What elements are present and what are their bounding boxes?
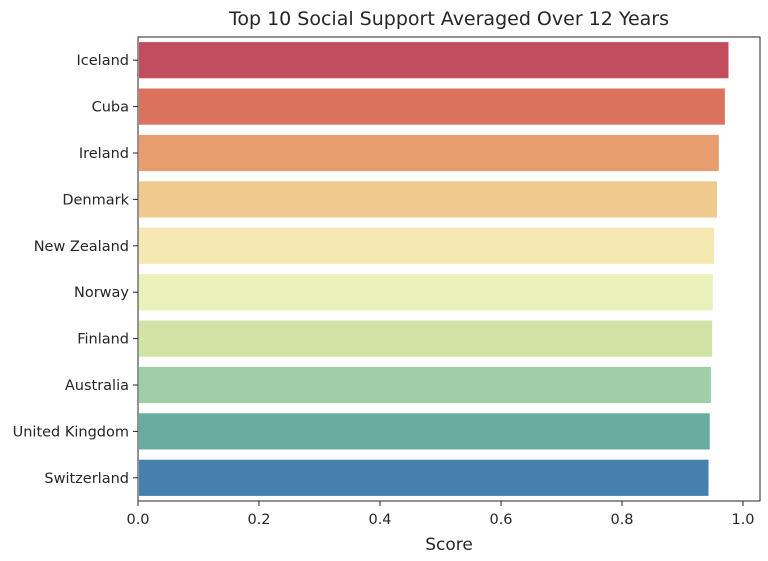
bars-group [139,42,729,496]
x-tick-label: 0.6 [489,512,512,528]
y-tick-label: Switzerland [44,471,129,487]
bar-new-zealand [139,227,714,264]
bar-iceland [139,42,729,79]
x-tick-label: 0.8 [610,512,633,528]
x-tick-label: 0.4 [368,512,391,528]
y-tick-label: United Kingdom [13,424,129,440]
y-tick-label: Denmark [62,192,129,208]
x-axis-label: Score [425,535,473,555]
y-tick-label: Norway [74,285,129,301]
bar-cuba [139,88,725,125]
bar-denmark [139,181,717,218]
x-ticks: 0.0 0.2 0.4 0.6 0.8 1.0 [126,501,755,528]
bar-finland [139,320,713,357]
plot-frame [137,36,761,502]
y-tick-label: Iceland [77,53,129,69]
bar-norway [139,274,713,311]
y-tick-label: New Zealand [34,239,129,255]
y-tick-label: Finland [77,332,129,348]
bar-ireland [139,134,719,172]
y-tick-label: Australia [65,378,129,394]
x-tick-label: 1.0 [731,512,754,528]
bar-united-kingdom [139,413,710,450]
y-tick-label: Ireland [79,146,129,162]
bar-switzerland [139,459,709,496]
bar-australia [139,366,711,404]
x-tick-label: 0.0 [126,512,149,528]
x-tick-label: 0.2 [247,512,270,528]
chart-title: Top 10 Social Support Averaged Over 12 Y… [228,8,669,30]
y-tick-label: Cuba [92,100,129,116]
y-tick-labels: Iceland Cuba Ireland Denmark New Zealand Norw… [13,53,138,487]
